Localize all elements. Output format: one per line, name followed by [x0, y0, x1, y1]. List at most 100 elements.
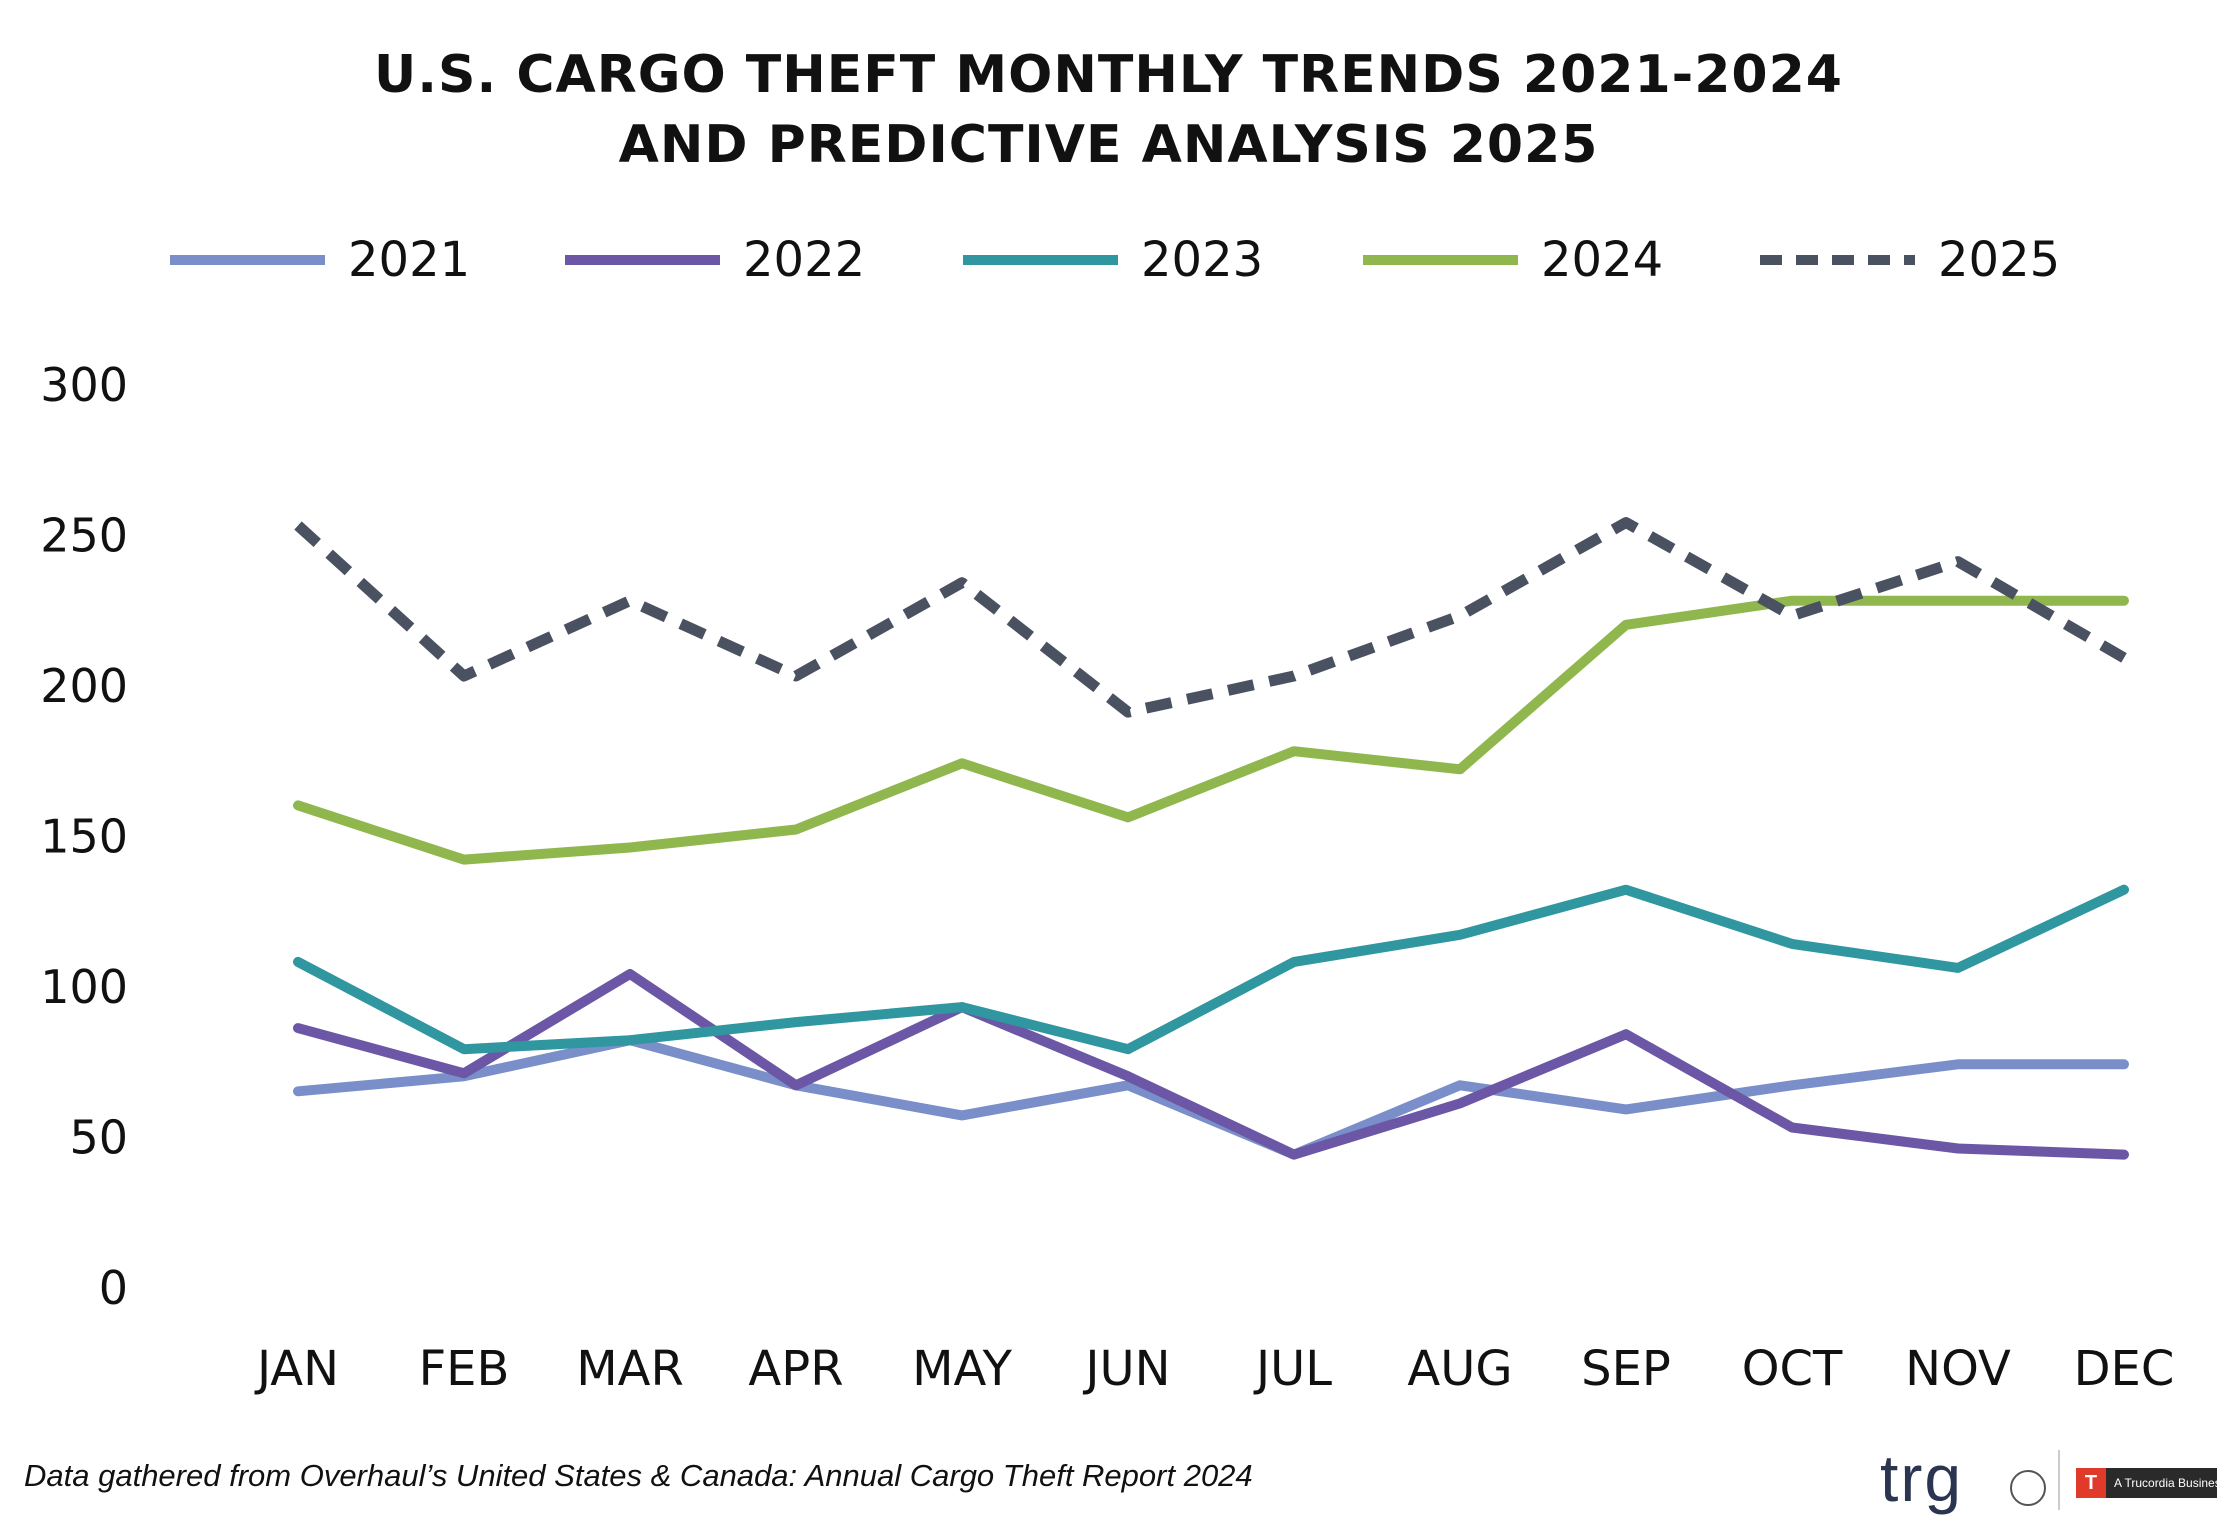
data-point-2022-oct	[1787, 1123, 1797, 1133]
data-point-2021-jun	[1123, 1080, 1133, 1090]
data-point-2022-aug	[1455, 1098, 1465, 1108]
data-point-2023-jul	[1289, 957, 1299, 967]
series-line-2023	[293, 884, 2129, 1055]
data-point-2024-nov	[1953, 596, 1963, 606]
legend-label-2021: 2021	[348, 232, 471, 288]
data-point-2021-oct	[1787, 1080, 1797, 1090]
data-point-2023-aug	[1455, 930, 1465, 940]
trucordia-logo-icon: T	[2076, 1468, 2106, 1498]
data-point-2025-aug	[1455, 611, 1465, 621]
data-point-2024-jul	[1289, 746, 1299, 756]
trucordia-badge-text: A Trucordia Business	[2106, 1468, 2217, 1498]
data-point-2023-feb	[459, 1044, 469, 1054]
y-tick-label-300: 300	[40, 358, 128, 412]
x-tick-label-dec: DEC	[2074, 1341, 2175, 1397]
legend-swatch-2021	[170, 255, 325, 265]
data-point-2022-sep	[1621, 1029, 1631, 1039]
x-tick-label-jul: JUL	[1253, 1341, 1332, 1397]
data-point-2024-jan	[293, 800, 303, 810]
chart-legend: 2021 2022 2023 2024 2025	[0, 225, 2217, 295]
y-tick-label-250: 250	[40, 509, 128, 563]
x-tick-label-sep: SEP	[1581, 1341, 1671, 1397]
data-point-2023-sep	[1621, 885, 1631, 895]
legend-swatch-2022	[565, 255, 720, 265]
legend-label-2024: 2024	[1541, 232, 1664, 288]
data-point-2025-jan	[293, 521, 303, 531]
x-tick-label-aug: AUG	[1407, 1341, 1512, 1397]
x-tick-label-nov: NOV	[1905, 1341, 2011, 1397]
data-point-2025-may	[957, 578, 967, 588]
data-point-2022-jul	[1289, 1150, 1299, 1160]
data-point-2024-apr	[791, 825, 801, 835]
data-point-2023-nov	[1953, 963, 1963, 973]
x-tick-label-jan: JAN	[254, 1341, 339, 1397]
series-line-2024	[293, 595, 2129, 865]
data-point-2025-jun	[1123, 707, 1133, 717]
data-point-2024-jun	[1123, 812, 1133, 822]
data-point-2023-mar	[625, 1035, 635, 1045]
data-point-2022-jan	[293, 1023, 303, 1033]
data-point-2024-oct	[1787, 596, 1797, 606]
data-point-2021-nov	[1953, 1059, 1963, 1069]
data-point-2024-mar	[625, 843, 635, 853]
data-point-2023-dec	[2119, 885, 2129, 895]
x-tick-label-oct: OCT	[1742, 1341, 1843, 1397]
data-point-2025-jul	[1289, 671, 1299, 681]
legend-label-2023: 2023	[1141, 232, 1264, 288]
data-point-2022-jun	[1123, 1071, 1133, 1081]
y-tick-label-50: 50	[69, 1111, 128, 1165]
y-tick-label-0: 0	[99, 1261, 128, 1315]
data-point-2022-nov	[1953, 1144, 1963, 1154]
data-point-2021-jan	[293, 1086, 303, 1096]
data-point-2024-dec	[2119, 596, 2129, 606]
data-point-2025-apr	[791, 671, 801, 681]
data-point-2021-sep	[1621, 1104, 1631, 1114]
x-tick-label-mar: MAR	[576, 1341, 684, 1397]
x-tick-label-may: MAY	[912, 1341, 1013, 1397]
series-line-2022	[293, 969, 2129, 1160]
data-point-2022-apr	[791, 1080, 801, 1090]
series-line-2025	[294, 517, 2127, 718]
chart-title: U.S. CARGO THEFT MONTHLY TRENDS 2021-202…	[0, 40, 2217, 180]
data-point-2025-sep	[1621, 518, 1631, 528]
seal-icon	[2010, 1470, 2046, 1506]
trucordia-badge: T A Trucordia Business	[2076, 1468, 2217, 1498]
data-point-2023-apr	[791, 1017, 801, 1027]
data-point-2023-jun	[1123, 1044, 1133, 1054]
data-point-2024-aug	[1455, 764, 1465, 774]
data-point-2025-dec	[2119, 653, 2129, 663]
data-point-2021-dec	[2119, 1059, 2129, 1069]
data-point-2021-aug	[1455, 1080, 1465, 1090]
chart-title-line-2: AND PREDICTIVE ANALYSIS 2025	[618, 115, 1599, 175]
data-point-2024-sep	[1621, 620, 1631, 630]
y-tick-label-100: 100	[40, 960, 128, 1014]
chart-title-line-1: U.S. CARGO THEFT MONTHLY TRENDS 2021-202…	[374, 45, 1843, 105]
data-point-2025-mar	[625, 596, 635, 606]
x-tick-label-feb: FEB	[419, 1341, 510, 1397]
data-point-2023-oct	[1787, 939, 1797, 949]
data-point-2025-oct	[1787, 611, 1797, 621]
legend-label-2022: 2022	[743, 232, 866, 288]
legend-swatch-2023	[963, 255, 1118, 265]
logo-divider	[2058, 1450, 2060, 1510]
data-point-2024-feb	[459, 855, 469, 865]
source-note: Data gathered from Overhaul’s United Sta…	[24, 1458, 1253, 1493]
legend-swatch-2024	[1363, 255, 1518, 265]
trg-logo: trg	[1880, 1441, 1964, 1515]
data-point-2024-may	[957, 758, 967, 768]
y-tick-label-150: 150	[40, 810, 128, 864]
data-point-2021-may	[957, 1110, 967, 1120]
legend-swatch-2025	[1760, 255, 1915, 265]
data-point-2023-jan	[293, 957, 303, 967]
data-point-2023-may	[957, 1002, 967, 1012]
data-point-2022-dec	[2119, 1150, 2129, 1160]
data-point-2022-feb	[459, 1068, 469, 1078]
data-point-2025-nov	[1953, 557, 1963, 567]
legend-label-2025: 2025	[1938, 232, 2061, 288]
x-tick-label-apr: APR	[748, 1341, 843, 1397]
data-point-2022-mar	[625, 969, 635, 979]
x-tick-label-jun: JUN	[1082, 1341, 1170, 1397]
y-tick-label-200: 200	[40, 659, 128, 713]
data-point-2025-feb	[459, 671, 469, 681]
